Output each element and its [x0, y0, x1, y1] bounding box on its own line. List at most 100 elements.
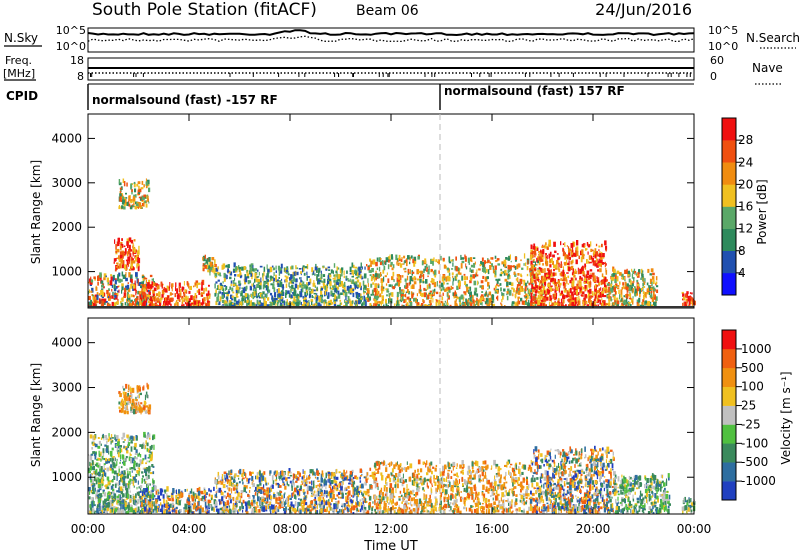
- scatter-point: [154, 283, 156, 286]
- scatter-point: [228, 291, 230, 294]
- scatter-point: [529, 293, 530, 296]
- scatter-point: [347, 286, 349, 291]
- scatter-point: [496, 290, 498, 292]
- scatter-point: [359, 282, 361, 287]
- scatter-point: [98, 499, 101, 503]
- scatter-point: [136, 503, 138, 506]
- scatter-point: [648, 288, 649, 291]
- scatter-point: [349, 289, 350, 293]
- scatter-point: [141, 471, 143, 473]
- scatter-point: [97, 473, 100, 476]
- scatter-point: [279, 293, 281, 298]
- scatter-point: [576, 259, 578, 264]
- scatter-point: [560, 264, 562, 268]
- scatter-point: [509, 290, 511, 295]
- scatter-point: [130, 388, 132, 392]
- scatter-point: [147, 460, 148, 462]
- scatter-point: [403, 268, 404, 270]
- scatter-point: [120, 478, 121, 482]
- scatter-point: [544, 297, 547, 302]
- scatter-point: [256, 284, 259, 288]
- scatter-point: [651, 293, 653, 297]
- scatter-point: [193, 286, 194, 288]
- scatter-point: [496, 297, 497, 300]
- scatter-point: [290, 281, 292, 284]
- scatter-point: [120, 504, 122, 509]
- scatter-point: [272, 475, 274, 480]
- scatter-point: [231, 284, 232, 287]
- scatter-point: [127, 202, 129, 206]
- scatter-point: [134, 239, 136, 241]
- scatter-point: [111, 455, 112, 457]
- scatter-point: [101, 281, 104, 284]
- scatter-point: [409, 262, 410, 265]
- scatter-point: [614, 287, 617, 292]
- scatter-point: [176, 507, 178, 509]
- scatter-point: [143, 405, 145, 409]
- scatter-point: [143, 184, 145, 187]
- scatter-point: [106, 499, 107, 502]
- scatter-point: [423, 281, 425, 283]
- scatter-point: [253, 297, 255, 299]
- scatter-point: [133, 248, 135, 253]
- scatter-point: [185, 302, 186, 304]
- scatter-point: [131, 440, 132, 442]
- scatter-point: [596, 244, 597, 246]
- scatter-point: [397, 260, 398, 265]
- scatter-point: [207, 270, 209, 272]
- scatter-point: [333, 270, 334, 274]
- scatter-point: [500, 283, 502, 286]
- scatter-point: [112, 448, 114, 451]
- scatter-point: [598, 261, 600, 263]
- scatter-point: [145, 434, 146, 438]
- scatter-point: [639, 293, 641, 297]
- scatter-point: [377, 289, 378, 294]
- scatter-point: [135, 206, 137, 209]
- scatter-point: [122, 499, 124, 503]
- scatter-point: [424, 295, 426, 297]
- scatter-point: [487, 288, 488, 290]
- scatter-point: [481, 280, 484, 283]
- scatter-point: [95, 455, 96, 459]
- scatter-point: [130, 507, 133, 512]
- scatter-point: [123, 392, 125, 395]
- scatter-point: [634, 272, 635, 274]
- scatter-point: [146, 499, 148, 504]
- scatter-point: [631, 269, 632, 272]
- scatter-point: [331, 288, 333, 290]
- scatter-point: [136, 277, 138, 279]
- scatter-point: [130, 400, 131, 403]
- scatter-point: [154, 486, 157, 491]
- scatter-point: [300, 280, 302, 283]
- scatter-point: [439, 292, 441, 294]
- scatter-point: [115, 444, 117, 446]
- scatter-point: [553, 272, 555, 276]
- scatter-point: [196, 283, 198, 288]
- scatter-point: [590, 269, 593, 271]
- scatter-point: [637, 304, 640, 307]
- scatter-point: [111, 276, 113, 281]
- scatter-point: [157, 506, 159, 508]
- scatter-point: [119, 205, 120, 208]
- scatter-point: [260, 278, 261, 283]
- scatter-point: [391, 292, 393, 297]
- scatter-point: [281, 279, 282, 281]
- scatter-point: [210, 262, 213, 267]
- scatter-point: [560, 273, 562, 276]
- nsky-tick-top: 10^5: [56, 24, 86, 37]
- scatter-point: [642, 299, 644, 302]
- scatter-point: [563, 295, 565, 299]
- scatter-point: [286, 270, 288, 272]
- scatter-point: [608, 299, 610, 302]
- scatter-point: [385, 299, 387, 304]
- scatter-point: [251, 277, 253, 279]
- scatter-point: [330, 286, 331, 289]
- scatter-point: [280, 282, 283, 287]
- scatter-point: [120, 486, 123, 491]
- scatter-point: [93, 510, 94, 512]
- scatter-point: [353, 293, 355, 297]
- scatter-point: [98, 484, 101, 488]
- scatter-point: [456, 294, 458, 296]
- scatter-point: [594, 252, 596, 255]
- scatter-point: [471, 298, 472, 301]
